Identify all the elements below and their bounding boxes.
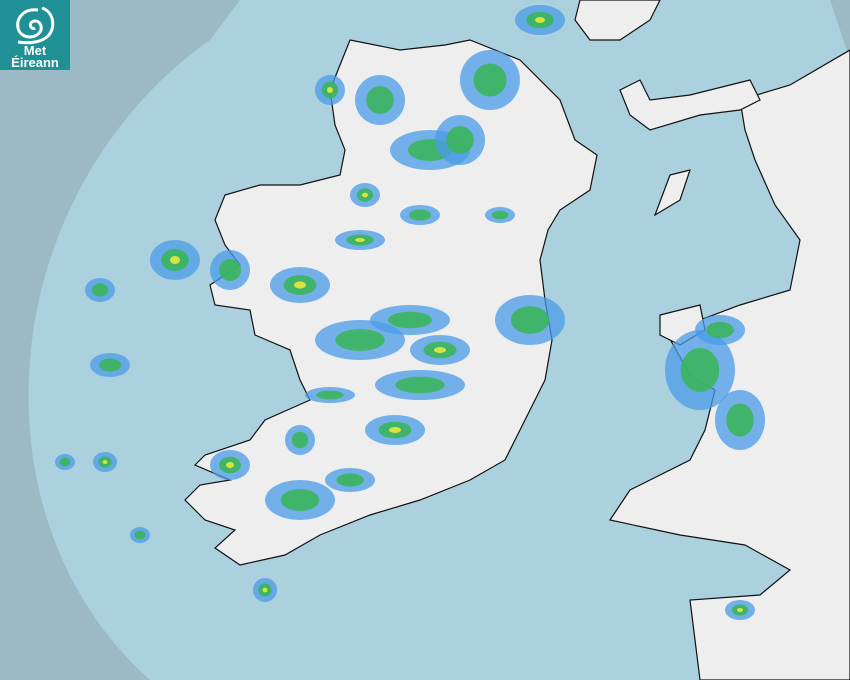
met-eireann-logo[interactable]: Met Éireann <box>0 0 70 70</box>
rain-cell <box>389 427 401 433</box>
rain-cell <box>706 321 734 339</box>
rain-cell <box>355 238 365 242</box>
rain-cell <box>362 192 368 198</box>
logo-text-eireann: Éireann <box>11 55 59 70</box>
rain-cell <box>491 210 509 220</box>
rain-cell <box>409 209 431 221</box>
swirl-logo-icon <box>16 6 55 45</box>
rain-cell <box>219 259 241 281</box>
rain-cell <box>170 256 180 264</box>
rain-cell <box>327 87 333 93</box>
rain-cell <box>226 462 234 468</box>
rain-cell <box>446 126 474 154</box>
isle-of-man <box>653 169 691 217</box>
rain-cell <box>395 376 445 394</box>
rain-cell <box>335 329 385 351</box>
rain-cell <box>91 283 109 297</box>
rain-cell <box>262 587 268 593</box>
rain-cell <box>510 306 550 334</box>
rain-cell <box>291 431 309 449</box>
rain-cell <box>294 281 306 289</box>
rain-cell <box>336 473 364 487</box>
rain-cell <box>434 347 446 353</box>
rain-cell <box>388 311 432 329</box>
rain-cell <box>280 489 320 511</box>
rain-cell <box>726 403 754 437</box>
rain-cell <box>366 86 394 114</box>
rain-echoes <box>55 5 765 620</box>
rain-cell <box>134 530 146 540</box>
rain-cell <box>535 17 545 23</box>
rain-cell <box>99 358 121 372</box>
logo-text-met: Met <box>23 43 47 58</box>
north-coast-land <box>619 79 761 131</box>
rain-cell <box>680 348 720 392</box>
rain-cell <box>102 460 108 464</box>
rain-cell <box>473 63 507 97</box>
rain-cell <box>737 608 743 612</box>
rain-cell <box>59 457 71 467</box>
rain-cell <box>316 390 344 400</box>
